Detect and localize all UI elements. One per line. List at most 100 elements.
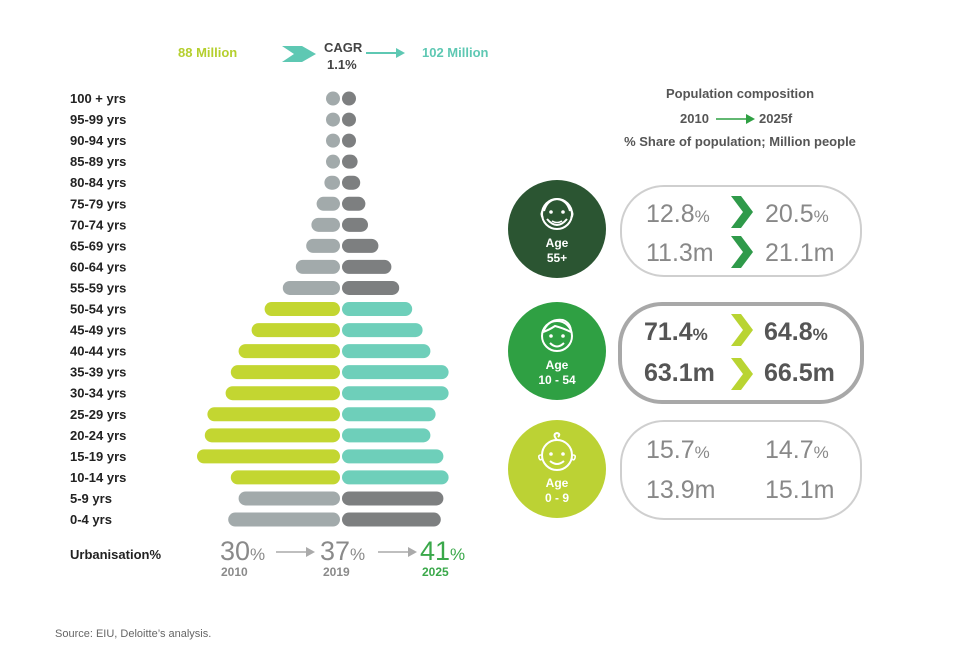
bar-2010 [204, 428, 340, 443]
bar-2010 [282, 280, 340, 295]
bar-2025 [342, 91, 356, 106]
urbanisation-2010-year: 2010 [221, 565, 248, 579]
age-label: Age [545, 236, 569, 250]
bar-2010 [225, 386, 340, 401]
bar-2010 [326, 112, 340, 127]
elderly-face-icon [540, 197, 574, 230]
age-group-label: 60-64 yrs [70, 259, 126, 274]
bar-2010 [316, 196, 340, 211]
bar-2010 [238, 491, 340, 506]
bar-2025 [342, 133, 356, 148]
age-group-label: 50-54 yrs [70, 302, 126, 317]
chevron-right-icon [731, 358, 753, 390]
start-population: 88 Million [178, 45, 238, 60]
age-range: 10 - 54 [538, 373, 576, 387]
age-0-9-badge: Age 0 - 9 [508, 420, 606, 518]
age-group-label: 95-99 yrs [70, 112, 126, 127]
urbanisation-2019-year: 2019 [323, 565, 350, 579]
people-2025: 15.1m [765, 476, 835, 504]
bar-2025 [342, 154, 358, 169]
age-group-label: 100 + yrs [70, 91, 126, 106]
bar-2025 [342, 302, 413, 317]
bar-2025 [342, 238, 379, 253]
bar-2025 [342, 323, 423, 338]
age-group-label: 20-24 yrs [70, 428, 126, 443]
age-0-9-panel [620, 420, 862, 520]
end-population: 102 Million [422, 45, 489, 60]
age-group-label: 55-59 yrs [70, 280, 126, 295]
people-2010: 13.9m [646, 476, 716, 504]
composition-from-year: 2010 [680, 111, 709, 126]
share-2010: 15.7% [646, 436, 710, 464]
urbanisation-2010-value: 30% [220, 536, 266, 566]
bar-2025 [342, 407, 436, 422]
bar-2025 [342, 196, 366, 211]
bar-2025 [342, 217, 368, 232]
bar-2010 [306, 238, 340, 253]
bar-2010 [326, 133, 340, 148]
composition-title: Population composition [665, 86, 815, 101]
bar-2025 [342, 175, 361, 190]
arrow-right-icon [282, 46, 316, 62]
source-note: Source: EIU, Deloitte’s analysis. [55, 628, 212, 640]
age-group-label: 70-74 yrs [70, 217, 126, 232]
bar-2010 [228, 512, 340, 527]
age-group-label: 30-34 yrs [70, 386, 126, 401]
bar-2010 [238, 344, 340, 359]
age-group-label: 25-29 yrs [70, 407, 126, 422]
age-group-label: 90-94 yrs [70, 133, 126, 148]
bar-2010 [326, 154, 340, 169]
bar-2010 [230, 470, 340, 485]
bar-2025 [342, 512, 441, 527]
people-2025: 66.5m [764, 359, 835, 387]
age-10-54-badge: Age 10 - 54 [508, 302, 606, 400]
bar-2010 [230, 365, 340, 380]
cagr-value: 1.1% [327, 57, 357, 72]
people-2010: 63.1m [644, 359, 715, 387]
bar-2010 [326, 91, 340, 106]
share-2025: 14.7% [765, 436, 829, 464]
age-group-label: 5-9 yrs [70, 491, 112, 506]
bar-2010 [311, 217, 340, 232]
share-2025: 64.8% [764, 318, 828, 346]
age-group-label: 65-69 yrs [70, 238, 126, 253]
adult-face-icon [541, 318, 573, 352]
age-label: Age [545, 358, 569, 372]
arrow-right-icon [366, 48, 405, 58]
age-group-label: 15-19 yrs [70, 449, 126, 464]
composition-to-year: 2025f [759, 111, 793, 126]
composition-subtitle: % Share of population; Million people [624, 134, 856, 149]
chevron-right-icon [731, 196, 753, 228]
age-group-label: 10-14 yrs [70, 470, 126, 485]
age-group-label: 40-44 yrs [70, 344, 126, 359]
share-2025: 20.5% [765, 200, 829, 228]
bar-2025 [342, 280, 400, 295]
bar-2010 [207, 407, 340, 422]
age-range: 0 - 9 [544, 491, 569, 505]
bar-2010 [295, 259, 340, 274]
chevron-right-icon [731, 314, 753, 346]
bar-2025 [342, 259, 392, 274]
bar-2025 [342, 344, 431, 359]
baby-face-icon [537, 432, 577, 471]
urbanisation-label: Urbanisation% [70, 547, 162, 562]
bar-2025 [342, 365, 449, 380]
age-group-label: 75-79 yrs [70, 196, 126, 211]
bar-2025 [342, 428, 431, 443]
bar-2025 [342, 112, 356, 127]
age-group-label: 0-4 yrs [70, 512, 112, 527]
bar-2025 [342, 386, 449, 401]
age-label: Age [545, 476, 569, 490]
population-pyramid-chart: 100 + yrs 95-99 yrs 90-94 yrs 85-89 yrs 80-8… [70, 91, 449, 527]
age-group-label: 85-89 yrs [70, 154, 126, 169]
bar-2010 [264, 302, 340, 317]
bar-2010 [324, 175, 340, 190]
share-2010: 71.4% [644, 318, 708, 346]
arrow-right-icon [276, 547, 315, 557]
people-2010: 11.3m [646, 239, 714, 267]
arrow-right-icon [378, 547, 417, 557]
chevron-right-icon [731, 236, 753, 268]
age-55-plus-badge: Age 55+ [508, 180, 606, 278]
people-2025: 21.1m [765, 239, 835, 267]
age-group-label: 80-84 yrs [70, 175, 126, 190]
